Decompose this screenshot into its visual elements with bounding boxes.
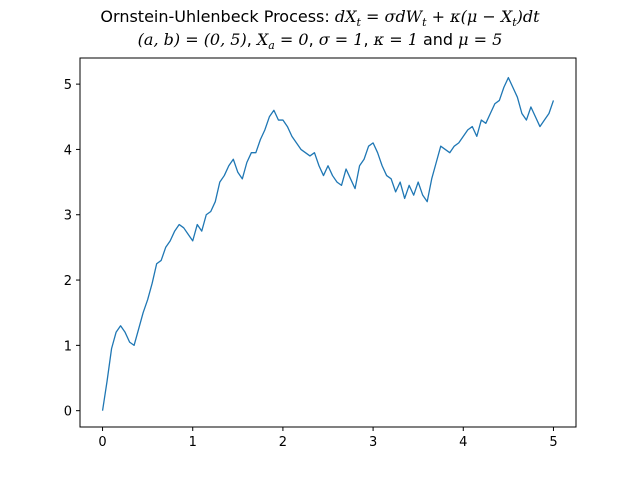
title-prefix: Ornstein-Uhlenbeck Process:	[100, 7, 335, 26]
title-kappa: κ = 1	[373, 30, 418, 49]
title-mu: μ = 5	[458, 30, 503, 49]
y-tick-label: 0	[64, 405, 72, 420]
series-line	[101, 76, 555, 411]
axes-frame	[79, 57, 577, 428]
y-tick-label: 3	[64, 209, 72, 224]
title-interval: (a, b) = (0, 5)	[137, 30, 247, 49]
chart-title-line-2: (a, b) = (0, 5), Xa = 0, σ = 1, κ = 1 an…	[137, 30, 503, 53]
y-tick-label: 2	[64, 274, 72, 289]
title-sigma: σ = 1	[318, 30, 364, 49]
x-tick-label: 4	[459, 435, 467, 450]
x-tick-label: 2	[279, 435, 287, 450]
axis-ticks: 0 1 2 3 4 5 0 1 2 3 4 5	[64, 78, 558, 450]
y-tick-label: 1	[64, 339, 72, 354]
x-tick-label: 3	[369, 435, 377, 450]
title-x0: Xa = 0	[256, 30, 309, 53]
title-joiner: and	[422, 30, 454, 49]
x-tick-label: 5	[549, 435, 557, 450]
x-tick-label: 0	[98, 435, 106, 450]
chart-title-line-1: Ornstein-Uhlenbeck Process: dXt = σdWt +…	[0, 7, 640, 29]
title-formula: dXt = σdWt + κ(μ − Xt)dt	[334, 7, 540, 30]
y-tick-label: 5	[64, 78, 72, 93]
plot-area	[101, 76, 555, 411]
y-tick-label: 4	[64, 143, 72, 158]
x-tick-label: 1	[189, 435, 197, 450]
